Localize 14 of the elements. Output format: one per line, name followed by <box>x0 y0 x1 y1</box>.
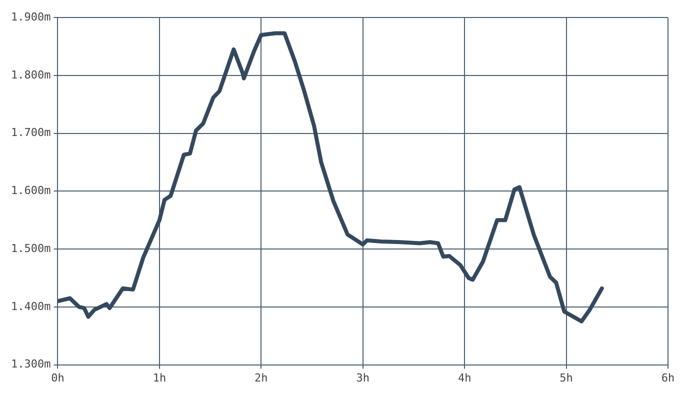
y-tick-label: 1.300m <box>10 358 52 371</box>
x-tick-label: 5h <box>560 371 573 384</box>
y-tick-label: 1.600m <box>10 184 52 198</box>
y-tick-label: 1.500m <box>10 242 52 255</box>
x-tick-label: 1h <box>152 371 166 384</box>
x-tick-label: 0h <box>51 371 64 384</box>
x-tick-label: 3h <box>356 371 370 384</box>
x-tick-label: 4h <box>458 371 472 384</box>
y-tick-label: 1.800m <box>10 68 52 82</box>
x-tick-label: 6h <box>661 371 675 384</box>
y-tick-label: 1.400m <box>10 300 52 313</box>
x-tick-label: 2h <box>254 371 268 384</box>
y-tick-label: 1.700m <box>10 126 52 140</box>
y-tick-label: 1.900m <box>10 10 52 24</box>
